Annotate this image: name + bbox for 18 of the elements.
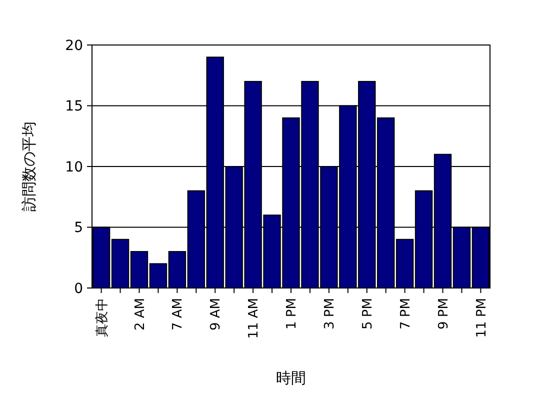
y-tick-label: 10 [65, 159, 83, 176]
x-tick-label: 7 AM [170, 298, 186, 331]
y-tick-label: 20 [65, 38, 83, 54]
x-tick-label: 3 PM [322, 298, 338, 330]
x-tick-label: 9 PM [436, 298, 452, 330]
x-tick-label: 11 PM [474, 298, 490, 338]
x-tick-label: 11 AM [246, 298, 262, 339]
x-tick-label: 真夜中 [94, 298, 110, 337]
x-tick-label: 9 AM [208, 298, 224, 331]
y-tick-label: 15 [65, 98, 83, 115]
x-tick-label: 1 PM [284, 298, 300, 330]
x-axis-title: 時間 [276, 369, 306, 387]
y-tick-label: 5 [74, 220, 83, 236]
y-axis-title: 訪問数の平均 [20, 122, 38, 212]
x-tick-label: 7 PM [398, 298, 414, 330]
x-tick-label: 5 PM [360, 298, 376, 330]
x-tick-label: 2 AM [132, 298, 148, 331]
y-tick-label: 0 [74, 280, 83, 297]
